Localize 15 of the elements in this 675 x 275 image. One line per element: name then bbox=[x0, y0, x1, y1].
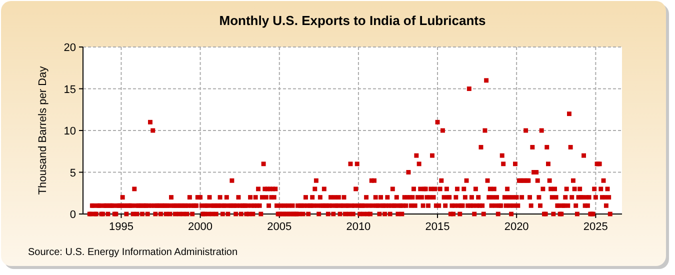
y-tick-label: 10 bbox=[64, 126, 76, 138]
x-tick-label: 1995 bbox=[108, 221, 134, 233]
x-tick-label: 2025 bbox=[583, 221, 608, 233]
y-axis-title: Thousand Barrels per Day bbox=[37, 66, 49, 195]
x-tick-label: 2005 bbox=[267, 221, 292, 233]
x-tick-label: 2000 bbox=[188, 221, 213, 233]
y-tick-label: 20 bbox=[64, 42, 76, 54]
x-tick-label: 2015 bbox=[425, 221, 450, 233]
x-tick-label: 2020 bbox=[504, 221, 529, 233]
chart-title: Monthly U.S. Exports to India of Lubricants bbox=[219, 13, 486, 28]
source-note: Source: U.S. Energy Information Administration bbox=[28, 247, 238, 258]
x-tick-label: 2010 bbox=[346, 221, 371, 233]
y-tick-label: 0 bbox=[70, 209, 76, 221]
y-tick-label: 15 bbox=[64, 84, 76, 96]
y-tick-label: 5 bbox=[70, 167, 76, 180]
